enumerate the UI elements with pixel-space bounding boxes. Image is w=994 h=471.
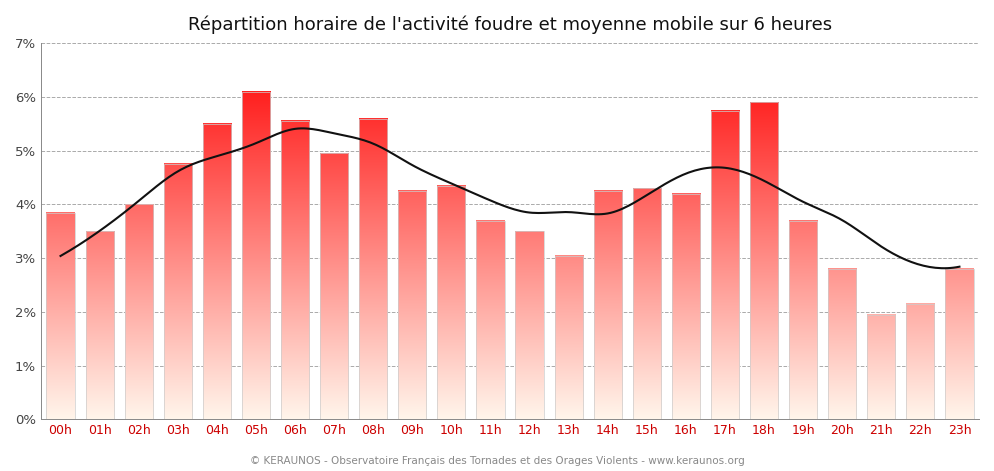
Bar	[867, 315, 896, 419]
Bar	[555, 255, 582, 419]
Bar	[399, 191, 426, 419]
Bar	[164, 164, 192, 419]
Bar	[593, 191, 622, 419]
Text: © KERAUNOS - Observatoire Français des Tornades et des Orages Violents - www.ker: © KERAUNOS - Observatoire Français des T…	[249, 456, 745, 466]
Bar	[945, 269, 973, 419]
Bar	[242, 92, 270, 419]
Bar	[437, 186, 465, 419]
Bar	[828, 269, 856, 419]
Bar	[476, 220, 505, 419]
Bar	[907, 304, 934, 419]
Bar	[516, 231, 544, 419]
Bar	[320, 154, 348, 419]
Bar	[672, 194, 700, 419]
Bar	[281, 121, 309, 419]
Bar	[124, 204, 153, 419]
Bar	[749, 103, 778, 419]
Bar	[203, 124, 231, 419]
Title: Répartition horaire de l'activité foudre et moyenne mobile sur 6 heures: Répartition horaire de l'activité foudre…	[188, 15, 832, 33]
Bar	[789, 220, 817, 419]
Bar	[359, 119, 388, 419]
Bar	[711, 111, 739, 419]
Bar	[47, 212, 75, 419]
Bar	[85, 231, 113, 419]
Bar	[633, 188, 661, 419]
